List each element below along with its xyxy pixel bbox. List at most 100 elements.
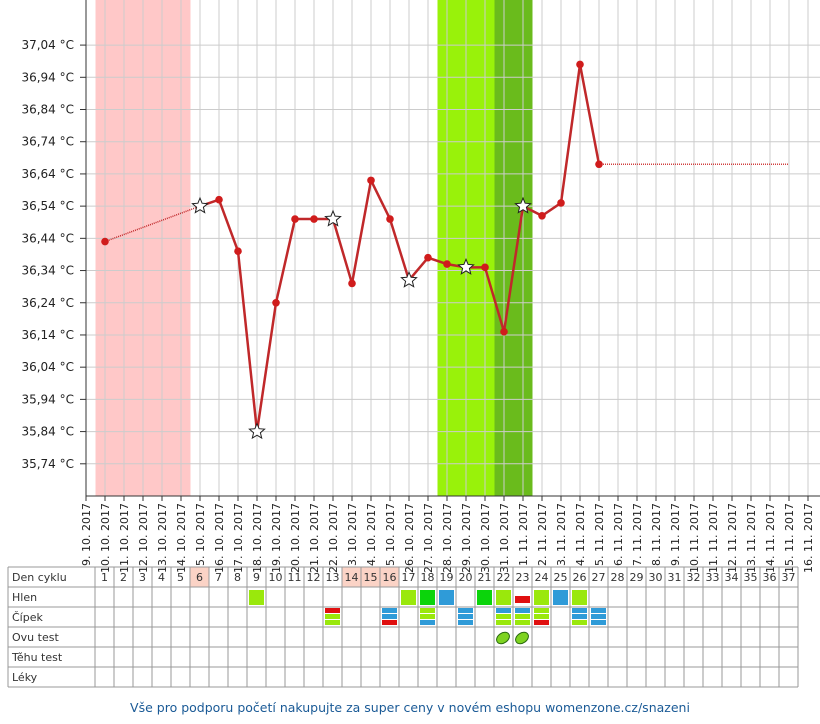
x-tick-label: 31. 10. 2017 [498, 503, 511, 573]
day-number: 2 [120, 571, 127, 584]
mucus-icon [496, 590, 511, 605]
mucus-icon [553, 590, 568, 605]
y-tick-label: 36,34 °C [21, 264, 74, 278]
x-tick-label: 6. 11. 2017 [612, 503, 625, 566]
x-tick-label: 16. 10. 2017 [213, 503, 226, 573]
x-tick-label: 23. 10. 2017 [346, 503, 359, 573]
x-tick-label: 22. 10. 2017 [327, 503, 340, 573]
cervix-icon [515, 620, 530, 625]
x-tick-label: 29. 10. 2017 [460, 503, 473, 573]
x-tick-label: 17. 10. 2017 [232, 503, 245, 573]
y-tick-label: 36,44 °C [21, 231, 74, 245]
day-number: 15 [364, 571, 378, 584]
cervix-icon [572, 620, 587, 625]
y-tick-label: 35,94 °C [21, 392, 74, 406]
day-number: 34 [725, 571, 739, 584]
y-tick-label: 36,54 °C [21, 199, 74, 213]
cervix-icon [534, 614, 549, 619]
day-number: 19 [440, 571, 454, 584]
cervix-icon [534, 608, 549, 613]
day-number: 33 [706, 571, 720, 584]
x-tick-label: 30. 10. 2017 [479, 503, 492, 573]
ovu-test-icon [496, 631, 510, 645]
cervix-icon [496, 614, 511, 619]
day-number: 3 [139, 571, 146, 584]
row-label: Léky [12, 671, 38, 684]
x-tick-label: 14. 10. 2017 [175, 503, 188, 573]
temperature-line [199, 64, 601, 432]
cervix-icon [420, 608, 435, 613]
day-number: 21 [478, 571, 492, 584]
mucus-icon [572, 590, 587, 605]
day-number: 18 [421, 571, 435, 584]
point [272, 298, 280, 307]
phase-band [494, 0, 533, 496]
cervix-icon [420, 620, 435, 625]
cervix-icon [382, 614, 397, 619]
x-tick-label: 16. 11. 2017 [802, 503, 815, 573]
day-number: 13 [326, 571, 340, 584]
row-label: Těhu test [11, 651, 63, 664]
x-tick-label: 10. 10. 2017 [99, 503, 112, 573]
x-tick-label: 14. 11. 2017 [764, 503, 777, 573]
mucus-icon [249, 590, 264, 605]
day-number: 22 [497, 571, 511, 584]
x-tick-label: 24. 10. 2017 [365, 503, 378, 573]
cervix-icon [496, 620, 511, 625]
point [101, 237, 109, 246]
point [576, 60, 584, 69]
highlight-cell [190, 567, 209, 587]
x-tick-label: 9. 11. 2017 [669, 503, 682, 566]
highlight-cell [342, 567, 361, 587]
x-tick-label: 21. 10. 2017 [308, 503, 321, 573]
cervix-icon [458, 620, 473, 625]
y-tick-label: 35,84 °C [21, 425, 74, 439]
point [557, 199, 565, 207]
day-number: 17 [402, 571, 416, 584]
day-number: 5 [177, 571, 184, 584]
day-number: 8 [234, 571, 241, 584]
day-number: 26 [573, 571, 587, 584]
cervix-icon [496, 608, 511, 613]
x-tick-label: 27. 10. 2017 [422, 503, 435, 573]
point [386, 215, 394, 223]
day-number: 28 [611, 571, 625, 584]
footer-link[interactable]: Vše pro podporu početí nakupujte za supe… [130, 700, 690, 715]
cervix-icon [515, 614, 530, 619]
x-tick-label: 15. 11. 2017 [783, 503, 796, 573]
cervix-icon [382, 620, 397, 625]
star-point [514, 196, 532, 214]
point [348, 279, 356, 288]
y-tick-label: 36,74 °C [21, 135, 74, 149]
x-tick-label: 18. 10. 2017 [251, 503, 264, 573]
x-tick-label: 28. 10. 2017 [441, 503, 454, 573]
x-tick-label: 1. 11. 2017 [517, 503, 530, 566]
x-tick-label: 2. 11. 2017 [536, 503, 549, 566]
cervix-icon [591, 614, 606, 619]
day-number: 25 [554, 571, 568, 584]
day-number: 35 [744, 571, 758, 584]
row-label: Den cyklu [12, 571, 67, 584]
cervix-icon [382, 608, 397, 613]
cervix-icon [591, 608, 606, 613]
x-tick-label: 15. 10. 2017 [194, 503, 207, 573]
point [234, 247, 242, 256]
day-number: 1 [101, 571, 108, 584]
star-point [191, 196, 209, 214]
day-number: 23 [516, 571, 530, 584]
cervix-icon [458, 614, 473, 619]
x-tick-label: 8. 11. 2017 [650, 503, 663, 566]
day-number: 27 [592, 571, 606, 584]
day-number: 11 [288, 571, 302, 584]
point [481, 263, 489, 272]
day-number: 14 [345, 571, 359, 584]
highlight-cell [380, 567, 399, 587]
cervix-icon [458, 608, 473, 613]
x-tick-label: 26. 10. 2017 [403, 503, 416, 573]
point [424, 253, 432, 262]
day-number: 7 [215, 571, 222, 584]
row-label: Čípek [12, 611, 43, 624]
x-tick-label: 20. 10. 2017 [289, 503, 302, 573]
day-number: 16 [383, 571, 397, 584]
